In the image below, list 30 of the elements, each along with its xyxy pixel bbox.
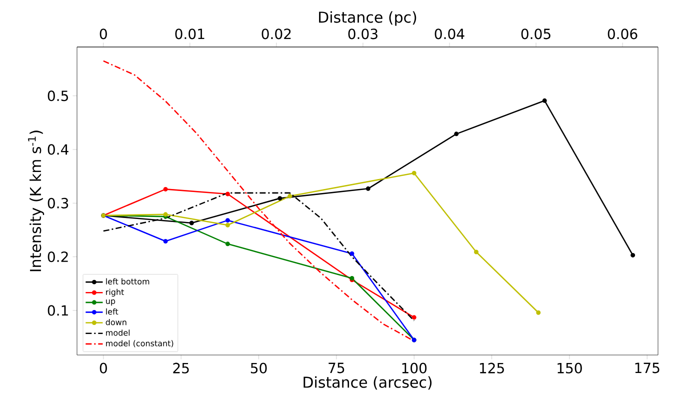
x-tick-label: 50 (250, 362, 267, 374)
legend-label: right (106, 288, 124, 297)
x-tick-label: 100 (402, 362, 427, 374)
x2-tick-label: 0.02 (262, 28, 291, 40)
x-tick-label: 0 (100, 362, 107, 374)
x2-tick-label: 0.05 (521, 28, 550, 40)
x-tick-label: 175 (635, 362, 660, 374)
y-tick-label: 0.3 (48, 198, 68, 208)
x2-tick-label: 0.06 (608, 28, 638, 40)
x2-tick-label: 0.04 (434, 28, 464, 40)
legend-label: down (106, 318, 126, 326)
legend-label: up (106, 299, 116, 306)
x-tick-label: 150 (558, 362, 582, 374)
x-tick-label: 125 (480, 362, 504, 374)
legend-label: left bottom (106, 278, 150, 284)
x-axis-title: Distance (arcsec) (304, 376, 432, 390)
y-tick-label: 0.2 (48, 252, 68, 262)
x2-axis-title: Distance (pc) (319, 11, 416, 26)
y-tick-label: 0.5 (48, 90, 68, 102)
x2-tick-label: 0.01 (175, 28, 204, 40)
legend-label: model (106, 330, 130, 336)
legend-label: left (106, 308, 118, 315)
y-tick-label: 0.4 (48, 144, 68, 155)
x2-tick-label: 0 (100, 28, 107, 40)
x-tick-label: 75 (328, 362, 344, 374)
legend-label: model (constant) (106, 340, 174, 348)
y-axis-title: Intensity (K km s$^{-1}$) (28, 130, 44, 272)
x2-tick-label: 0.03 (348, 28, 378, 40)
x-tick-label: 25 (173, 362, 189, 374)
y-tick-label: 0.1 (48, 305, 68, 316)
